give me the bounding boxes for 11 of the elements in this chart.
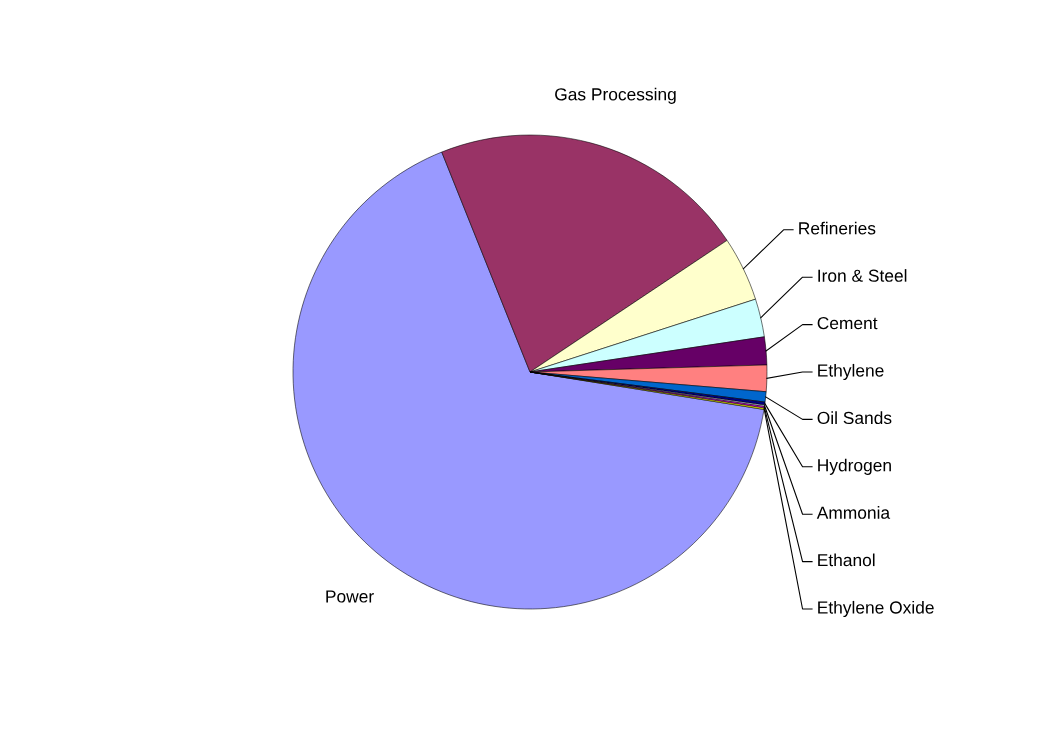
slice-label: Oil Sands <box>817 411 892 425</box>
slice-label: Ethanol <box>818 553 875 567</box>
slice-label: Ethylene Oxide <box>818 600 934 618</box>
slice-label: Ammonia <box>816 506 891 519</box>
slice-label: Gas Processing <box>555 87 676 104</box>
slice-label: Iron & Steel <box>818 269 907 282</box>
slice-label: Refineries <box>799 221 876 235</box>
slice-label: Ethylene <box>818 363 884 381</box>
slice-label: Power <box>326 590 374 603</box>
slice-label: Cement <box>817 316 878 330</box>
slice-label: Hydrogen <box>818 458 891 475</box>
